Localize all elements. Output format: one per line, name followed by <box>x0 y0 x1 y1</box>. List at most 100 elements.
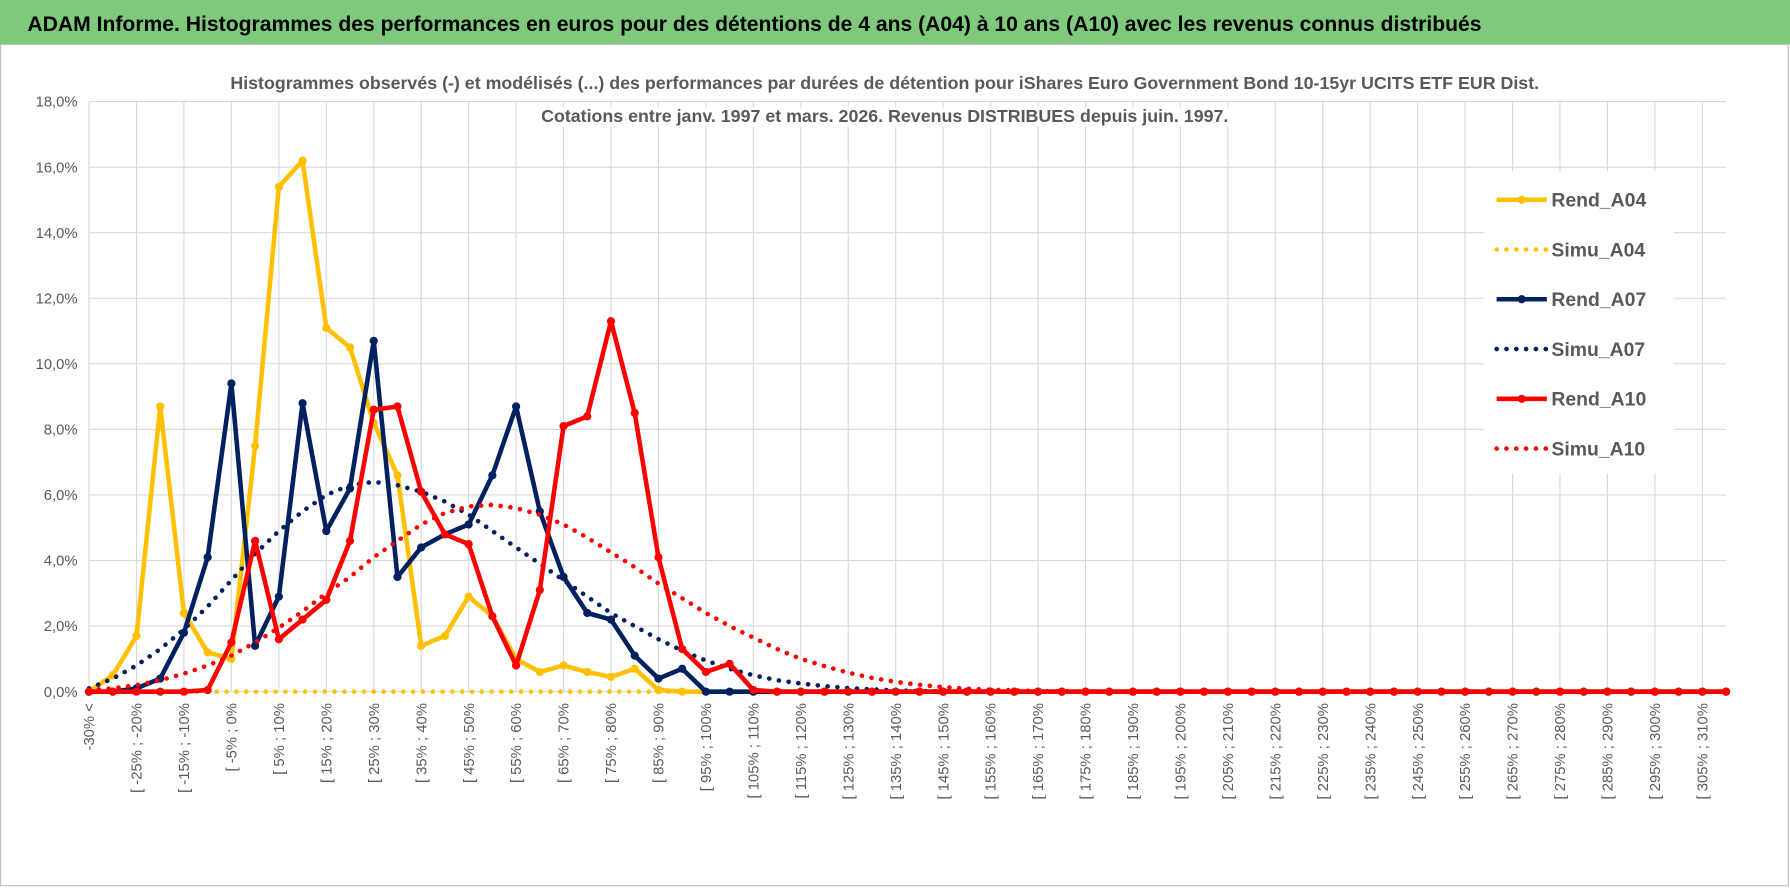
point <box>678 687 687 696</box>
point <box>488 471 497 480</box>
point <box>1057 687 1066 696</box>
x-tick-label: [ 185% ; 190% <box>1126 703 1142 799</box>
point <box>464 520 473 529</box>
x-tick-label: [ 35% ; 40% <box>414 703 430 783</box>
x-tick-label: [ 255% ; 260% <box>1458 703 1474 799</box>
x-tick-label: [ 45% ; 50% <box>462 703 478 783</box>
y-tick-label: 8,0% <box>44 423 78 439</box>
point <box>369 405 378 414</box>
point <box>488 612 497 621</box>
x-tick-label: [ 65% ; 70% <box>557 703 573 783</box>
plot <box>84 156 1731 696</box>
point <box>203 648 212 657</box>
y-tick-label: 16,0% <box>36 160 78 176</box>
title-block: Histogrammes observés (-) et modélisés (… <box>166 67 1604 133</box>
x-tick-label: [ 225% ; 230% <box>1316 703 1332 799</box>
x-tick-label: [ 305% ; 310% <box>1695 703 1711 799</box>
series-line <box>89 318 1727 694</box>
point <box>274 182 283 191</box>
legend-label: Rend_A04 <box>1551 190 1646 212</box>
point <box>345 343 355 352</box>
point <box>511 402 521 411</box>
point <box>891 687 900 696</box>
y-tick-label: 4,0% <box>44 554 78 570</box>
x-tick-label: [ 265% ; 270% <box>1506 703 1522 799</box>
point <box>179 608 189 618</box>
point <box>132 687 141 696</box>
legend-label: Simu_A04 <box>1551 239 1645 261</box>
y-tick-label: 2,0% <box>44 619 78 635</box>
point <box>915 687 924 696</box>
point <box>298 615 307 624</box>
point <box>559 572 568 582</box>
point <box>345 536 355 545</box>
point <box>796 687 805 696</box>
series-line <box>86 502 1729 694</box>
point <box>511 661 521 670</box>
x-tick-label: [ 275% ; 280% <box>1553 703 1569 799</box>
point <box>156 687 165 696</box>
y-tick-label: 0,0% <box>44 685 78 701</box>
x-tick-label: [ 105% ; 110% <box>746 703 762 798</box>
x-tick-label: [ 295% ; 300% <box>1648 703 1664 799</box>
point <box>227 654 236 664</box>
point <box>203 553 212 562</box>
x-tick-label: [ 55% ; 60% <box>509 703 525 783</box>
point <box>251 441 260 450</box>
legend-marker <box>1517 394 1526 403</box>
point <box>132 631 141 641</box>
point <box>701 667 711 677</box>
x-tick-label: [ 155% ; 160% <box>984 703 1000 799</box>
point <box>369 336 378 346</box>
point <box>939 687 948 696</box>
point <box>606 317 616 326</box>
chart-subtitle: Cotations entre janv. 1997 et mars. 2026… <box>541 107 1229 127</box>
chart-frame <box>0 43 1789 887</box>
legend-box <box>1484 171 1674 474</box>
x-tick-label: [ 285% ; 290% <box>1601 703 1617 799</box>
point <box>583 667 592 677</box>
point <box>820 687 829 696</box>
point <box>464 592 473 601</box>
point <box>393 572 402 582</box>
chart-title: Histogrammes observés (-) et modélisés (… <box>230 74 1540 94</box>
x-tick-label: [ 205% ; 210% <box>1221 703 1237 799</box>
point <box>1176 687 1185 696</box>
point <box>417 487 426 496</box>
point <box>251 641 260 650</box>
x-tick-label: [ 75% ; 80% <box>604 703 620 783</box>
x-tick-label: [ 15% ; 20% <box>319 703 335 783</box>
point <box>440 530 450 539</box>
legend-label: Rend_A07 <box>1551 289 1646 311</box>
point <box>725 687 734 696</box>
point <box>298 156 307 165</box>
point <box>322 526 331 536</box>
point <box>606 615 616 624</box>
point <box>535 667 544 677</box>
x-tick-label: [ 175% ; 180% <box>1079 703 1095 799</box>
point <box>274 592 283 601</box>
x-tick-label: [ 115% ; 120% <box>794 703 810 798</box>
point <box>1627 687 1636 696</box>
y-tick-label: 12,0% <box>36 291 78 307</box>
x-tick-label: [ 235% ; 240% <box>1363 703 1379 799</box>
x-tick-label: [ 125% ; 130% <box>841 703 857 799</box>
point <box>654 553 663 562</box>
point <box>464 540 473 549</box>
y-tick-label: 14,0% <box>36 226 78 242</box>
point <box>203 685 212 695</box>
legend-label: Rend_A10 <box>1551 389 1646 411</box>
point <box>1342 687 1351 696</box>
y-tick-label: 18,0% <box>36 95 78 111</box>
point <box>440 631 450 641</box>
point <box>559 422 568 431</box>
point <box>583 608 592 618</box>
x-tick-label: -30% < <box>82 703 98 750</box>
point <box>156 402 165 411</box>
x-tick-label: [ 85% ; 90% <box>652 703 668 783</box>
point <box>749 685 758 695</box>
point <box>251 536 260 545</box>
point <box>678 644 687 654</box>
